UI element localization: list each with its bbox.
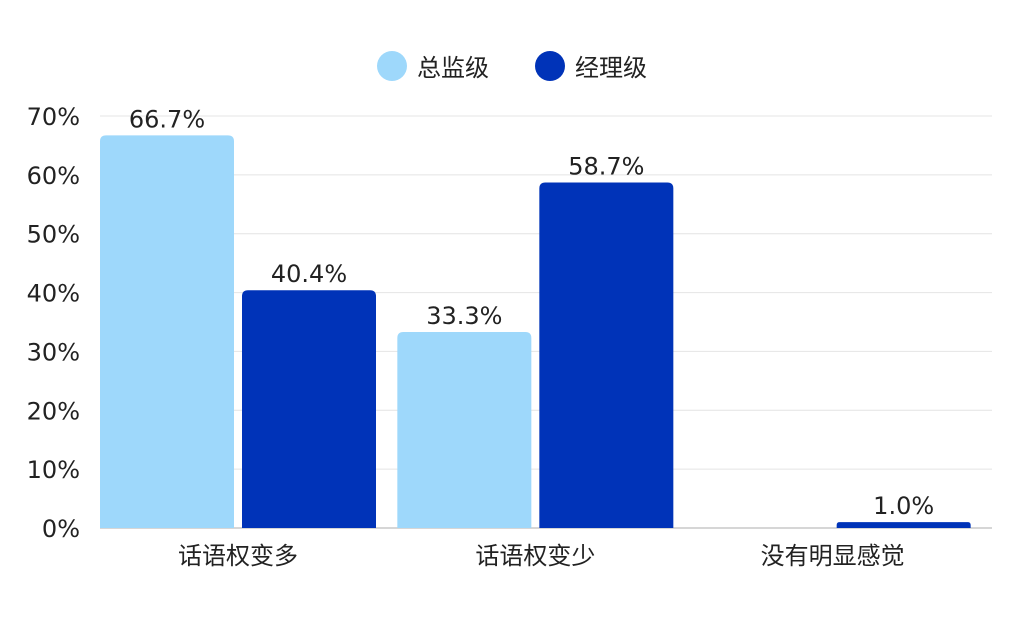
y-tick-label: 30% <box>27 338 80 366</box>
bar <box>397 332 532 528</box>
legend-swatch-series-2 <box>535 50 565 81</box>
data-label: 1.0% <box>873 492 934 520</box>
legend-swatch-series-1 <box>377 50 407 81</box>
bar <box>242 290 376 528</box>
bar <box>100 135 234 528</box>
x-tick-label: 话语权变少 <box>475 542 595 570</box>
x-tick-label: 没有明显感觉 <box>761 542 905 570</box>
y-tick-label: 70% <box>27 103 80 131</box>
data-label: 40.4% <box>271 260 347 288</box>
legend-label-series-2: 经理级 <box>575 54 647 82</box>
legend: 总监级 经理级 <box>0 48 1024 83</box>
y-tick-label: 50% <box>27 221 80 249</box>
x-tick-label: 话语权变多 <box>178 542 298 570</box>
legend-label-series-1: 总监级 <box>417 54 489 82</box>
y-tick-label: 0% <box>42 515 80 543</box>
bar <box>836 522 971 528</box>
data-label: 33.3% <box>426 302 502 330</box>
y-tick-label: 10% <box>27 456 80 484</box>
data-label: 58.7% <box>568 153 644 181</box>
data-label: 66.7% <box>129 105 205 133</box>
y-tick-label: 40% <box>27 280 80 308</box>
y-tick-label: 20% <box>27 397 80 425</box>
y-tick-label: 60% <box>27 162 80 190</box>
legend-item-series-2: 经理级 <box>535 48 647 83</box>
legend-item-series-1: 总监级 <box>377 48 489 83</box>
bar <box>539 182 674 528</box>
